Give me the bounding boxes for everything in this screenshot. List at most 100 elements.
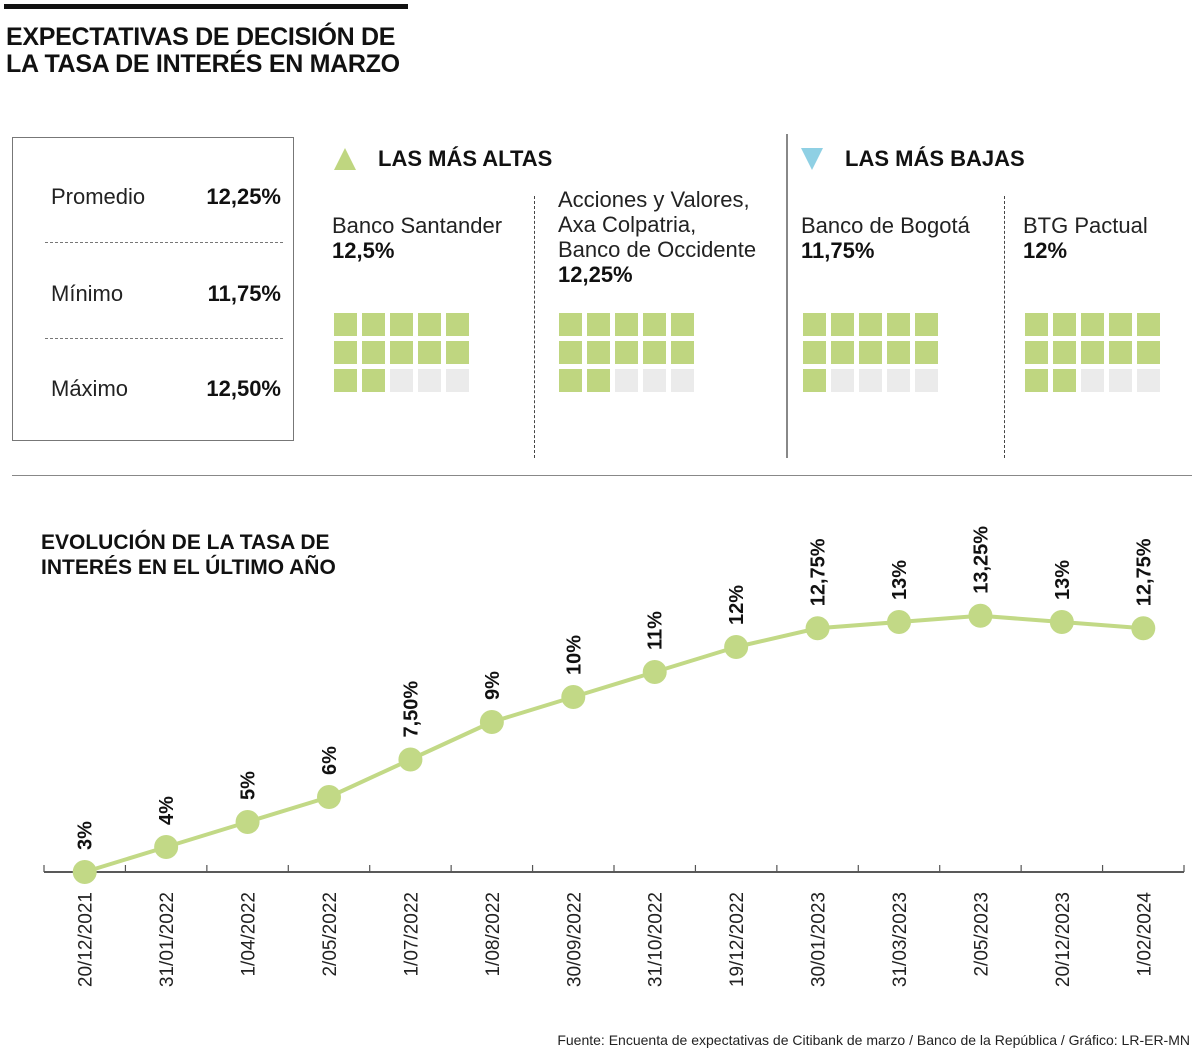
x-tick-label: 1/02/2024	[1134, 892, 1155, 977]
waffle-cell-filled	[559, 313, 582, 336]
waffle-cell-filled	[615, 313, 638, 336]
waffle-cell-filled	[643, 341, 666, 364]
data-label: 11%	[645, 611, 667, 650]
waffle-cell-empty	[615, 369, 638, 392]
stat-label: Mínimo	[51, 281, 124, 306]
waffle-cell-empty	[1137, 369, 1160, 392]
data-label: 9%	[482, 671, 504, 700]
waffle-cell-filled	[362, 313, 385, 336]
x-tick-label: 31/01/2022	[157, 892, 178, 987]
data-label: 6%	[319, 746, 341, 775]
waffle-cell-filled	[334, 341, 357, 364]
x-tick-label: 20/12/2021	[76, 892, 97, 987]
data-label: 5%	[238, 771, 260, 800]
x-tick-label: 31/10/2022	[646, 892, 667, 987]
waffle-cell-filled	[615, 341, 638, 364]
divider	[786, 134, 788, 458]
highest-heading: LAS MÁS ALTAS	[334, 146, 552, 172]
waffle-cell-filled	[1081, 313, 1104, 336]
data-point	[154, 835, 179, 859]
data-point	[317, 785, 341, 809]
waffle-cell-empty	[859, 369, 882, 392]
divider	[45, 338, 283, 339]
bank-rate: 12,5%	[332, 238, 395, 263]
waffle-cell-filled	[446, 313, 469, 336]
waffle-cell-filled	[671, 341, 694, 364]
data-label: 13%	[889, 560, 911, 600]
x-tick-label: 31/03/2023	[890, 892, 911, 987]
bank-name: Acciones y Valores, Axa Colpatria, Banco…	[558, 187, 757, 262]
data-label: 13%	[1052, 560, 1074, 600]
data-label: 7,50%	[400, 681, 422, 738]
data-label: 4%	[156, 796, 178, 825]
stat-row-maximum: Máximo 12,50%	[51, 376, 281, 402]
x-tick-label: 30/09/2022	[564, 892, 585, 987]
data-label: 12,75%	[1133, 538, 1155, 606]
summary-box: Promedio 12,25% Mínimo 11,75% Máximo 12,…	[12, 137, 294, 441]
x-tick-label: 30/01/2023	[809, 892, 830, 987]
waffle-cell-filled	[803, 369, 826, 392]
chart-title-line1: EVOLUCIÓN DE LA TASA DE	[41, 531, 330, 554]
data-point	[1131, 616, 1156, 641]
bank-name: Banco de Bogotá	[801, 213, 970, 238]
x-tick-label: 19/12/2022	[727, 892, 748, 987]
data-point	[642, 660, 667, 684]
data-point	[72, 860, 97, 884]
divider	[534, 196, 535, 458]
waffle-cell-filled	[859, 341, 882, 364]
x-tick-label: 20/12/2023	[1053, 892, 1074, 987]
bank-entry: Acciones y Valores, Axa Colpatria, Banco…	[558, 187, 756, 287]
waffle-cell-filled	[446, 341, 469, 364]
waffle-cell-filled	[1053, 341, 1076, 364]
lowest-heading-label: LAS MÁS BAJAS	[845, 146, 1025, 171]
waffle-cell-filled	[390, 313, 413, 336]
waffle-cell-filled	[1025, 369, 1048, 392]
chart-title-line2: INTERÉS EN EL ÚLTIMO AÑO	[41, 556, 336, 579]
line-chart: 3% 20/12/2021 4% 31/01/2022 5% 1/04/2022 6% 2/0…	[43, 526, 1185, 987]
waffle-cell-filled	[887, 313, 910, 336]
lowest-heading: LAS MÁS BAJAS	[801, 146, 1025, 172]
waffle-cell-empty	[915, 369, 938, 392]
waffle-cell-filled	[803, 313, 826, 336]
stat-row-average: Promedio 12,25%	[51, 184, 281, 210]
waffle-cell-filled	[915, 313, 938, 336]
data-point	[805, 616, 830, 641]
waffle-cell-filled	[334, 369, 357, 392]
x-tick-label: 2/05/2023	[971, 892, 992, 977]
waffle-chart	[803, 313, 938, 392]
waffle-cell-filled	[831, 341, 854, 364]
page-title-line1: EXPECTATIVAS DE DECISIÓN DE	[6, 23, 396, 51]
waffle-cell-empty	[831, 369, 854, 392]
waffle-chart	[334, 313, 469, 392]
triangle-down-icon	[801, 148, 823, 170]
waffle-cell-filled	[418, 341, 441, 364]
waffle-cell-filled	[1025, 341, 1048, 364]
waffle-cell-filled	[1053, 313, 1076, 336]
bank-name: BTG Pactual	[1023, 213, 1148, 238]
waffle-cell-filled	[587, 313, 610, 336]
x-tick-label: 1/07/2022	[401, 892, 422, 977]
data-point	[479, 710, 504, 734]
bank-entry: Banco de Bogotá 11,75%	[801, 213, 970, 263]
waffle-cell-filled	[831, 313, 854, 336]
waffle-cell-filled	[803, 341, 826, 364]
waffle-cell-filled	[1137, 313, 1160, 336]
section-divider	[12, 475, 1192, 476]
x-tick-label: 1/04/2022	[239, 892, 260, 977]
series-line	[84, 613, 1144, 874]
waffle-cell-empty	[887, 369, 910, 392]
waffle-cell-filled	[1025, 313, 1048, 336]
bank-rate: 12%	[1023, 238, 1068, 263]
waffle-cell-filled	[1081, 341, 1104, 364]
waffle-cell-empty	[643, 369, 666, 392]
divider	[45, 242, 283, 243]
waffle-cell-filled	[1109, 313, 1132, 336]
data-point	[398, 747, 423, 772]
data-point	[968, 603, 993, 628]
data-point	[1049, 610, 1074, 634]
chart-title: EVOLUCIÓN DE LA TASA DE INTERÉS EN EL ÚL…	[41, 530, 336, 580]
data-label: 13,25%	[970, 526, 992, 594]
waffle-cell-filled	[334, 313, 357, 336]
page-title: EXPECTATIVAS DE DECISIÓN DE LA TASA DE I…	[6, 24, 400, 78]
waffle-cell-filled	[1109, 341, 1132, 364]
